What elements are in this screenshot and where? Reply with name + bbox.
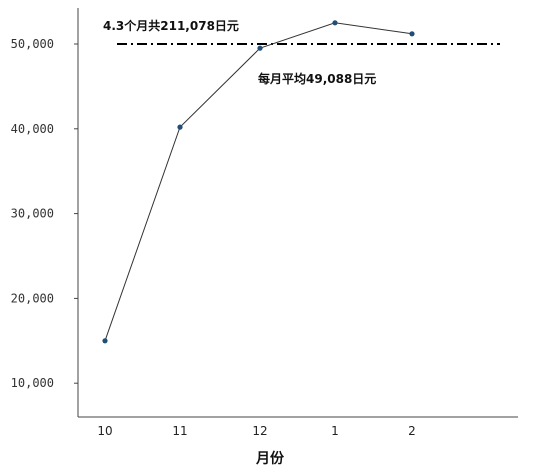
x-tick-label: 2 — [408, 424, 416, 438]
axes-layer — [74, 8, 518, 418]
data-point — [332, 20, 338, 26]
x-tick-label: 1 — [331, 424, 339, 438]
y-tick-label: 20,000 — [11, 291, 54, 305]
label-layer: 4.3个月共211,078日元 每月平均49,088日元 月份 10,000 20… — [11, 18, 416, 467]
x-axis-title: 月份 — [255, 450, 285, 467]
series-layer — [102, 20, 415, 344]
data-point — [102, 338, 108, 344]
data-point — [257, 45, 263, 51]
annotation-total: 4.3个月共211,078日元 — [103, 18, 239, 33]
data-point — [409, 31, 415, 37]
data-point — [177, 124, 183, 130]
x-tick-label: 12 — [252, 424, 267, 438]
series-line — [104, 22, 413, 341]
y-tick-label: 40,000 — [11, 122, 54, 136]
y-tick-label: 30,000 — [11, 207, 54, 221]
y-tick-label: 50,000 — [11, 37, 54, 51]
x-tick-label: 11 — [172, 424, 187, 438]
annotation-average: 每月平均49,088日元 — [258, 71, 376, 86]
y-tick-label: 10,000 — [11, 376, 54, 390]
x-tick-label: 10 — [97, 424, 112, 438]
